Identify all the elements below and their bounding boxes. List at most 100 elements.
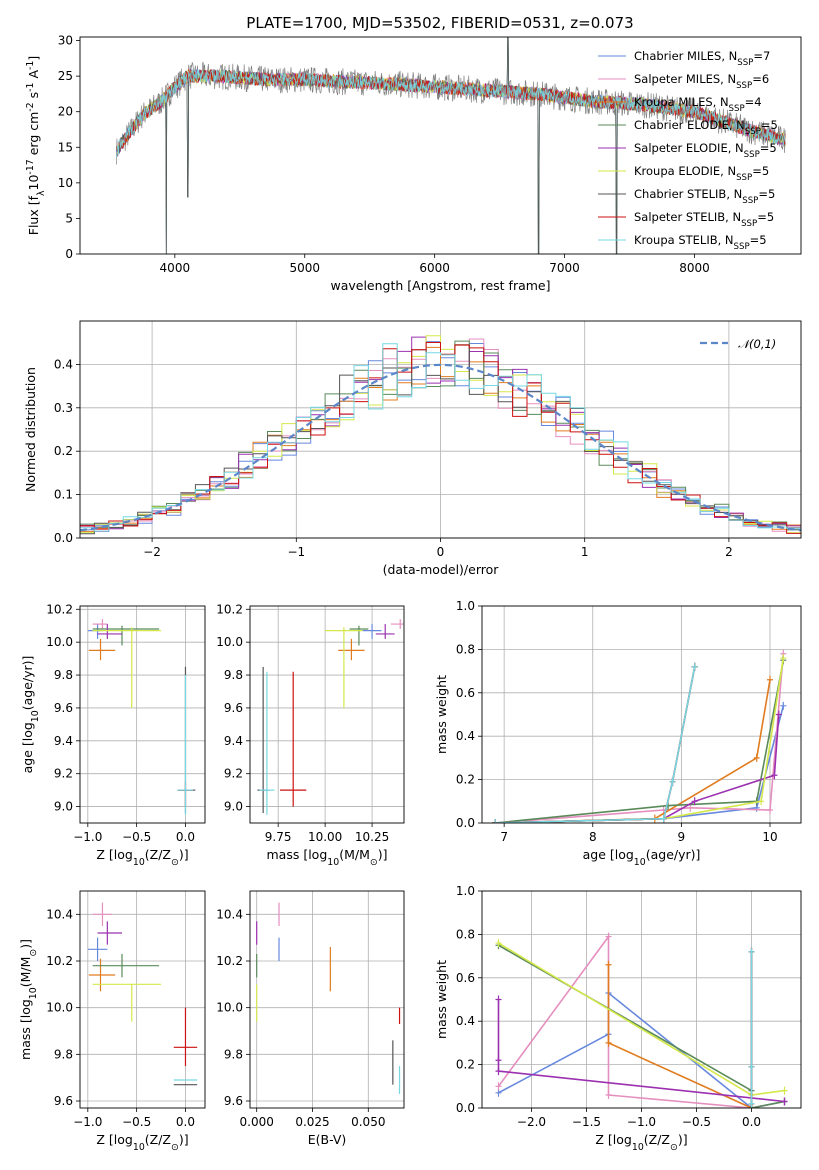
x-tick-label: −2 [143,545,161,559]
y-tick-label: 0.6 [456,971,475,985]
panel-weight_vs_age: 7 8 9 10 0.0 0.2 0.4 0.6 0.8 1.0 age [log10(age/yr… [434,599,802,868]
weight-line [495,714,780,823]
y-tick-label: 0.8 [456,927,475,941]
y-tick-label: 0.6 [456,686,475,700]
y-tick-label: 0.4 [456,729,475,743]
y-tick-label: 10.2 [216,954,243,968]
y-tick-label: 0.3 [54,401,73,415]
normal-curve [80,363,801,532]
plot-area [256,902,401,1094]
y-tick-label: 0.0 [456,1101,475,1115]
legend-label: Salpeter ELODIE, NSSP=5 [634,141,777,160]
x-tick-label: −1.0 [627,1115,656,1129]
y-tick-label: 9.6 [224,1094,243,1108]
y-tick-label: 9.2 [224,767,243,781]
weight-line [495,666,696,823]
y-tick-label: 10.0 [46,1001,73,1015]
y-tick-label: 30 [58,34,73,48]
x-axis-label: age [log10(age/yr)] [583,847,701,868]
y-tick-label: 10.4 [216,907,243,921]
plot-area [87,902,198,1086]
axes-frame [481,890,802,1109]
legend-label: Salpeter STELIB, NSSP=5 [634,210,774,229]
weight-marker [753,753,760,762]
x-tick-label: 8 [589,830,597,844]
y-tick-label: 9.0 [54,800,73,814]
y-tick-label: 10.0 [216,1001,243,1015]
y-tick-label: 15 [58,140,73,154]
weight-marker [775,710,782,719]
x-tick-label: 7000 [549,261,580,275]
y-tick-label: 10 [58,176,73,190]
legend-label: 𝒩(0,1) [738,337,776,351]
y-tick-label: 9.6 [54,1094,73,1108]
weight-marker [748,1062,755,1071]
y-tick-label: 9.2 [54,767,73,781]
x-tick-label: 4000 [160,261,191,275]
y-tick-label: 10.0 [216,635,243,649]
panel-mass_vs_EBV: 0.000 0.025 0.050 9.6 9.8 10.0 10.2 10.4 E(B-V) [216,890,405,1147]
axes-frame [79,890,206,1109]
y-tick-label: 9.6 [54,701,73,715]
y-tick-label: 25 [58,69,73,83]
axes-frame [79,320,802,539]
x-axis-label: wavelength [Angstrom, rest frame] [330,278,550,293]
x-axis-label: Z [log10(Z/Z⊙)] [96,1132,188,1153]
axes-frame [79,36,802,255]
x-tick-label: 0.0 [176,1115,195,1129]
x-tick-label: 10.00 [308,830,342,844]
y-tick-label: 0 [65,247,73,261]
y-axis-label: mass [log10(M/M⊙)] [18,939,39,1060]
histogram-step [80,343,801,532]
weight-marker [605,932,612,941]
y-tick-label: 0.1 [54,488,73,502]
weight-marker [781,1086,788,1095]
y-tick-label: 0.4 [456,1014,475,1028]
weight-marker [605,960,612,969]
legend-label: Salpeter MILES, NSSP=6 [634,72,769,91]
weight-marker [758,797,765,806]
weight-marker [495,1056,502,1065]
weight-marker [660,814,667,823]
weight-line [495,679,771,823]
axes-frame [79,605,206,824]
y-axis-label: age [log10(age/yr)] [20,656,41,774]
x-tick-label: 2 [725,545,733,559]
x-tick-label: 10 [762,830,777,844]
y-tick-label: 9.8 [224,668,243,682]
weight-marker [495,995,502,1004]
figure-title: PLATE=1700, MJD=53502, FIBERID=0531, z=0… [246,14,633,32]
x-tick-label: 0.025 [295,1115,329,1129]
weight-marker [691,797,698,806]
x-tick-label: 0.0 [742,1115,761,1129]
weight-marker [495,939,502,948]
x-axis-label: Z [log10(Z/Z⊙)] [595,1132,687,1153]
spectrum-model-line [116,69,786,158]
y-tick-label: 1.0 [456,884,475,898]
panel-weight_vs_Z: −2.0 −1.5 −1.0 −0.5 0.0 0.0 0.2 0.4 0.6 0.8 1.0 Z [… [434,884,802,1153]
x-tick-label: −1.0 [73,1115,102,1129]
weight-line [497,999,785,1103]
weight-line [495,653,785,823]
legend-label: Kroupa ELODIE, NSSP=5 [634,164,769,183]
x-axis-label: mass [log10(M/M⊙)] [267,847,388,868]
y-tick-label: 10.4 [46,907,73,921]
x-axis-label: E(B-V) [308,1132,347,1147]
x-tick-label: 6000 [419,261,450,275]
axes-frame [481,605,802,824]
weight-marker [605,1090,612,1099]
x-tick-label: −0.5 [122,830,151,844]
weight-marker [492,819,499,823]
panel-residuals: −2 −1 0 1 2 0.0 0.1 0.2 0.3 0.4 (data-model)/error… [23,320,802,577]
histogram-step [80,342,801,534]
x-tick-label: 0.050 [351,1115,385,1129]
weight-line [495,660,785,823]
weight-line [495,666,696,823]
x-tick-label: 0.000 [240,1115,274,1129]
y-tick-label: 0.4 [54,357,73,371]
legend-label: Kroupa STELIB, NSSP=5 [634,233,767,252]
x-tick-label: 0.0 [176,830,195,844]
y-axis-label: mass weight [434,960,449,1039]
x-tick-label: 9.75 [265,830,292,844]
y-tick-label: 10.2 [216,602,243,616]
